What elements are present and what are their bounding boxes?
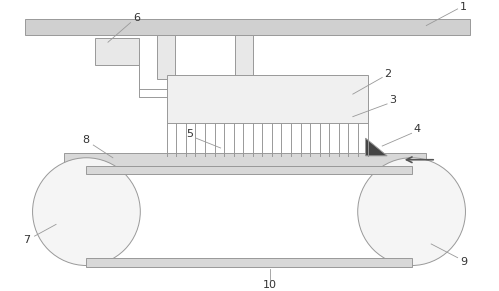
Text: 2: 2 (385, 69, 392, 79)
Bar (86, 166, 412, 174)
Circle shape (32, 158, 140, 265)
Text: 8: 8 (82, 135, 89, 145)
Bar (157, 35, 175, 79)
Text: 9: 9 (460, 257, 467, 267)
Bar (95, 38, 139, 65)
Bar (64, 153, 426, 166)
Text: 3: 3 (390, 95, 397, 105)
Bar (167, 74, 368, 123)
Bar (236, 35, 253, 79)
Text: 6: 6 (133, 13, 140, 23)
Polygon shape (366, 138, 387, 156)
Text: 7: 7 (23, 235, 30, 245)
Circle shape (358, 158, 466, 265)
Bar (25, 19, 471, 35)
Text: 10: 10 (262, 280, 276, 290)
Text: 5: 5 (186, 129, 193, 139)
Text: 1: 1 (460, 2, 467, 12)
Text: 4: 4 (414, 124, 421, 134)
Bar (86, 258, 412, 267)
